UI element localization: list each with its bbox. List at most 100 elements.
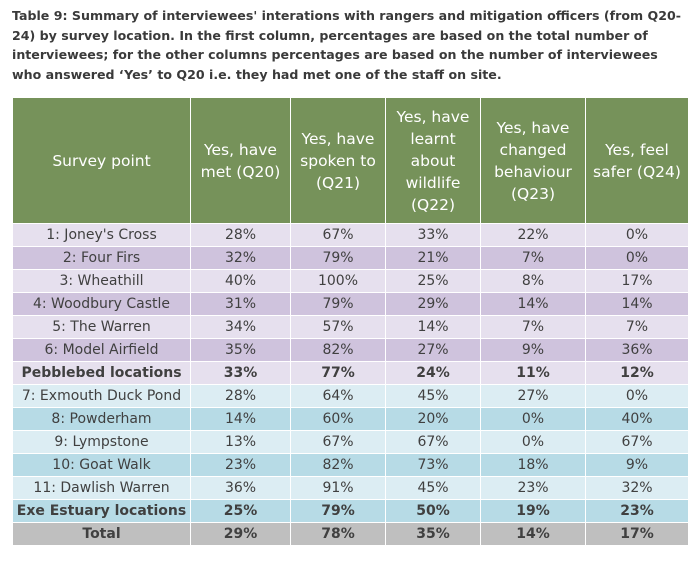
cell: 25% (190, 499, 291, 523)
cell: 45% (385, 476, 481, 500)
row-label: Pebblebed locations (12, 361, 191, 385)
cell: 79% (290, 292, 386, 316)
header-row: Survey point Yes, have met (Q20) Yes, have… (12, 97, 689, 224)
header-cell: Yes, have met (Q20) (190, 97, 291, 224)
cell: 19% (480, 499, 586, 523)
caption: Table 9: Summary of interviewees' intera… (12, 8, 681, 82)
cell: 14% (385, 315, 481, 339)
row-label: 1: Joney's Cross (12, 223, 191, 247)
cell: 35% (385, 522, 481, 546)
table-row: 10: Goat Walk 23% 82% 73% 18% 9% (12, 453, 689, 477)
cell: 67% (585, 430, 689, 454)
header-cell: Yes, feel safer (Q24) (585, 97, 689, 224)
cell: 57% (290, 315, 386, 339)
cell: 14% (480, 292, 586, 316)
cell: 36% (190, 476, 291, 500)
cell: 23% (190, 453, 291, 477)
row-label: Total (12, 522, 191, 546)
cell: 29% (385, 292, 481, 316)
cell: 27% (385, 338, 481, 362)
cell: 34% (190, 315, 291, 339)
cell: 0% (585, 384, 689, 408)
row-label: 9: Lympstone (12, 430, 191, 454)
cell: 100% (290, 269, 386, 293)
cell: 23% (480, 476, 586, 500)
row-label: 10: Goat Walk (12, 453, 191, 477)
header-cell: Yes, have learnt about wildlife (Q22) (385, 97, 481, 224)
cell: 77% (290, 361, 386, 385)
cell: 9% (480, 338, 586, 362)
cell: 60% (290, 407, 386, 431)
cell: 14% (480, 522, 586, 546)
table-row: 11: Dawlish Warren 36% 91% 45% 23% 32% (12, 476, 689, 500)
cell: 22% (480, 223, 586, 247)
cell: 67% (290, 430, 386, 454)
row-label: 3: Wheathill (12, 269, 191, 293)
table-row: Pebblebed locations 33% 77% 24% 11% 12% (12, 361, 689, 385)
row-label: 2: Four Firs (12, 246, 191, 270)
cell: 7% (585, 315, 689, 339)
cell: 32% (190, 246, 291, 270)
table-row: 7: Exmouth Duck Pond 28% 64% 45% 27% 0% (12, 384, 689, 408)
cell: 78% (290, 522, 386, 546)
cell: 28% (190, 223, 291, 247)
cell: 13% (190, 430, 291, 454)
cell: 7% (480, 315, 586, 339)
cell: 21% (385, 246, 481, 270)
cell: 17% (585, 269, 689, 293)
cell: 14% (585, 292, 689, 316)
cell: 28% (190, 384, 291, 408)
cell: 67% (385, 430, 481, 454)
table: Survey point Yes, have met (Q20) Yes, have… (12, 97, 689, 546)
cell: 23% (585, 499, 689, 523)
cell: 79% (290, 499, 386, 523)
cell: 25% (385, 269, 481, 293)
table-row: 1: Joney's Cross 28% 67% 33% 22% 0% (12, 223, 689, 247)
cell: 50% (385, 499, 481, 523)
row-label: 8: Powderham (12, 407, 191, 431)
cell: 14% (190, 407, 291, 431)
table-row: 6: Model Airfield 35% 82% 27% 9% 36% (12, 338, 689, 362)
table-row: 8: Powderham 14% 60% 20% 0% 40% (12, 407, 689, 431)
cell: 0% (480, 407, 586, 431)
cell: 29% (190, 522, 291, 546)
cell: 33% (385, 223, 481, 247)
cell: 67% (290, 223, 386, 247)
cell: 18% (480, 453, 586, 477)
table-row: 4: Woodbury Castle 31% 79% 29% 14% 14% (12, 292, 689, 316)
cell: 82% (290, 338, 386, 362)
cell: 40% (190, 269, 291, 293)
cell: 7% (480, 246, 586, 270)
cell: 45% (385, 384, 481, 408)
cell: 36% (585, 338, 689, 362)
cell: 64% (290, 384, 386, 408)
cell: 73% (385, 453, 481, 477)
row-label: 5: The Warren (12, 315, 191, 339)
cell: 20% (385, 407, 481, 431)
cell: 35% (190, 338, 291, 362)
table-row: 5: The Warren 34% 57% 14% 7% 7% (12, 315, 689, 339)
cell: 82% (290, 453, 386, 477)
table-row: Total 29% 78% 35% 14% 17% (12, 522, 689, 546)
cell: 91% (290, 476, 386, 500)
cell: 11% (480, 361, 586, 385)
cell: 8% (480, 269, 586, 293)
row-label: 4: Woodbury Castle (12, 292, 191, 316)
row-label: 7: Exmouth Duck Pond (12, 384, 191, 408)
cell: 9% (585, 453, 689, 477)
cell: 32% (585, 476, 689, 500)
cell: 12% (585, 361, 689, 385)
row-label: 6: Model Airfield (12, 338, 191, 362)
cell: 79% (290, 246, 386, 270)
cell: 33% (190, 361, 291, 385)
cell: 0% (480, 430, 586, 454)
table-row: Exe Estuary locations 25% 79% 50% 19% 23% (12, 499, 689, 523)
cell: 0% (585, 223, 689, 247)
table-row: 9: Lympstone 13% 67% 67% 0% 67% (12, 430, 689, 454)
cell: 27% (480, 384, 586, 408)
cell: 17% (585, 522, 689, 546)
table-row: 2: Four Firs 32% 79% 21% 7% 0% (12, 246, 689, 270)
cell: 31% (190, 292, 291, 316)
row-label: Exe Estuary locations (12, 499, 191, 523)
